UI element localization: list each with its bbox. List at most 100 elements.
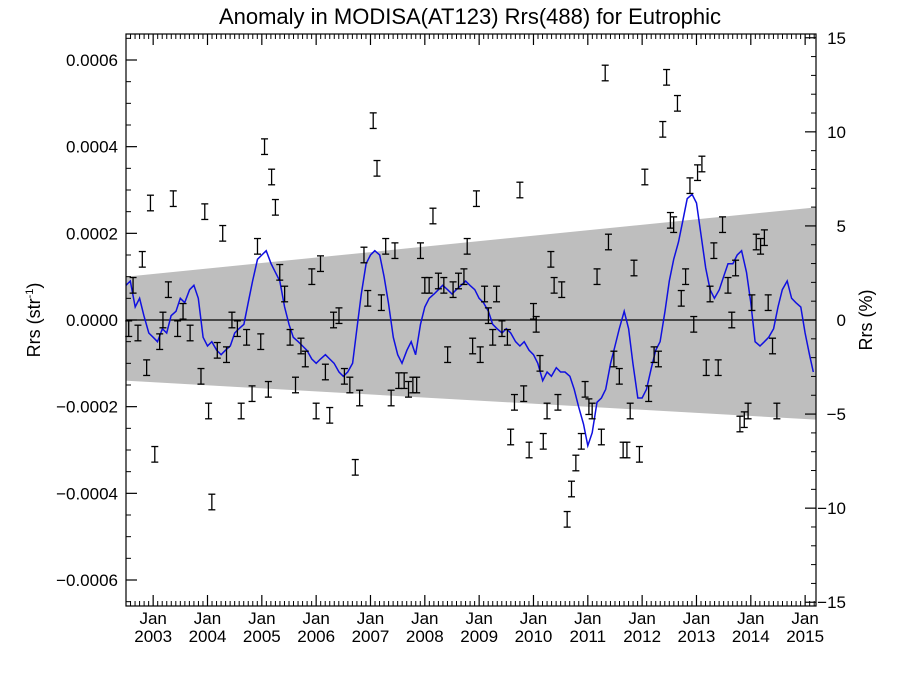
smoothed-line-layer [125, 193, 815, 449]
error-bar-point [382, 237, 390, 255]
error-bar-point [728, 311, 736, 329]
left-y-tick-label: −0.0006 [56, 571, 118, 590]
error-bar-point [744, 402, 752, 420]
error-bar-point [568, 480, 576, 498]
error-bar-point [558, 281, 566, 299]
error-bar-point [682, 268, 690, 286]
error-bar-point [276, 263, 284, 281]
error-bar-point [663, 68, 671, 86]
error-bar-point [444, 346, 452, 364]
error-bar-point [257, 333, 265, 351]
x-tick-month-label: Jan [194, 609, 221, 628]
error-bar-point [377, 294, 385, 312]
error-bar-point [317, 255, 325, 273]
error-bar-point [516, 181, 524, 199]
error-bar-point [297, 337, 305, 355]
error-bar-point [151, 445, 159, 463]
error-bar-point [706, 285, 714, 303]
x-tick-month-label: Jan [248, 609, 275, 628]
error-bar-point [539, 432, 547, 450]
error-bar-point [268, 168, 276, 186]
x-tick-year-label: 2010 [515, 627, 553, 646]
error-bar-point [340, 367, 348, 385]
error-bar-point [577, 432, 585, 450]
error-bar-point [281, 285, 289, 303]
error-bar-point [673, 94, 681, 112]
smoothed-anomaly-line [125, 193, 815, 449]
error-bar-point [597, 428, 605, 446]
error-bar-point [510, 393, 518, 411]
error-bar-point [413, 376, 421, 394]
error-bar-point [484, 307, 492, 325]
x-tick-month-label: Jan [520, 609, 547, 628]
error-bar-point [261, 138, 269, 156]
error-bar-point [686, 177, 694, 195]
error-bar-point [714, 359, 722, 377]
uncertainty-band-layer [126, 207, 816, 420]
left-y-tick-label: 0.0002 [66, 224, 118, 243]
x-tick-month-label: Jan [628, 609, 655, 628]
error-bar-point [387, 389, 395, 407]
error-bar-point [752, 233, 760, 251]
uncertainty-band [126, 207, 816, 420]
error-bar-point [654, 350, 662, 368]
error-bar-point [476, 346, 484, 364]
x-tick-year-label: 2006 [297, 627, 335, 646]
error-bar-point [503, 328, 511, 346]
error-bar-point [469, 337, 477, 355]
x-axis: Jan2003Jan2004Jan2005Jan2006Jan2007Jan20… [130, 34, 824, 646]
error-bar-point [179, 302, 187, 320]
error-bar-point [449, 281, 457, 299]
x-tick-month-label: Jan [737, 609, 764, 628]
error-bar-point [138, 250, 146, 268]
error-bar-point [369, 112, 377, 130]
error-bar-point [219, 224, 227, 242]
x-tick-year-label: 2008 [406, 627, 444, 646]
x-tick-year-label: 2005 [243, 627, 281, 646]
error-bar-point [233, 320, 241, 338]
x-tick-year-label: 2012 [623, 627, 661, 646]
left-y-tick-label: −0.0004 [56, 484, 118, 503]
error-bar-point [769, 337, 777, 355]
error-bar-point [601, 64, 609, 82]
error-bar-point [748, 294, 756, 312]
error-bar-point [520, 385, 528, 403]
x-tick-month-label: Jan [357, 609, 384, 628]
error-bar-point [356, 389, 364, 407]
error-bar-point [321, 363, 329, 381]
error-bar-point [159, 311, 167, 329]
error-bar-point [554, 393, 562, 411]
error-bar-point [237, 402, 245, 420]
error-bar-point [481, 285, 489, 303]
x-tick-year-label: 2015 [786, 627, 824, 646]
error-bar-point [690, 315, 698, 333]
error-bar-point [694, 164, 702, 182]
error-bar-point [659, 120, 667, 138]
left-y-axis-label-end: ) [24, 283, 44, 289]
error-bar-point [489, 328, 497, 346]
error-bar-point [732, 259, 740, 277]
error-bar-point [615, 367, 623, 385]
error-bar-point [623, 441, 631, 459]
error-bar-point [626, 402, 634, 420]
error-bar-point [604, 233, 612, 251]
error-bar-point [572, 454, 580, 472]
error-bar-point [760, 229, 768, 247]
right-y-axis: 15 10 5 0 −5 −10 −15 [805, 29, 846, 612]
error-bar-point [129, 276, 137, 294]
error-bar-point [581, 380, 589, 398]
error-bar-point [330, 311, 338, 329]
error-bar-point [773, 402, 781, 420]
error-bar-point [563, 510, 571, 528]
error-bar-point [588, 402, 596, 420]
x-tick-year-label: 2014 [732, 627, 770, 646]
error-bar-point [335, 307, 343, 325]
error-bar-point [425, 276, 433, 294]
error-bar-point [698, 155, 706, 173]
error-bar-point [248, 385, 256, 403]
error-bar-point [364, 289, 372, 307]
error-bar-point [757, 237, 765, 255]
left-y-tick-label: −0.0002 [56, 398, 118, 417]
error-bar-point [405, 380, 413, 398]
error-bar-point [312, 402, 320, 420]
